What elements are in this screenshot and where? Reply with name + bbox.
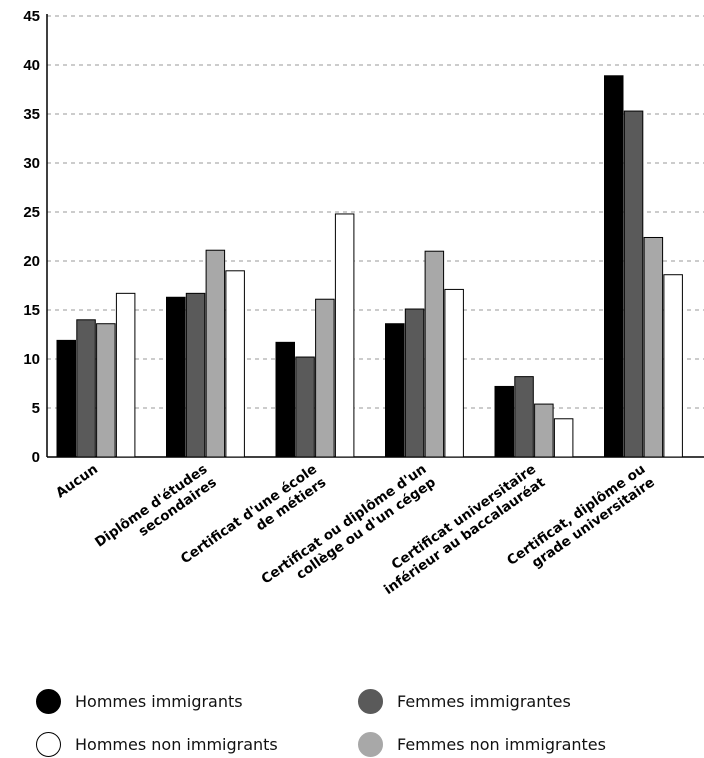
legend-swatch [358, 731, 383, 757]
y-tick-label: 15 [23, 302, 40, 319]
x-tick-label-line: grade universitaire [529, 474, 658, 571]
bar [663, 274, 683, 458]
bar [295, 356, 315, 458]
legend-item: Femmes non immigrantes [358, 730, 606, 758]
bar [534, 403, 554, 458]
bar [115, 292, 136, 458]
bar [514, 376, 534, 458]
legend: Hommes immigrants Femmes immigrantes Hom… [0, 680, 704, 757]
legend-label: Femmes non immigrantes [397, 734, 606, 754]
y-tick-label: 40 [23, 57, 40, 74]
bar [424, 250, 445, 458]
bar [96, 323, 116, 458]
bar [494, 385, 514, 458]
y-tick-label: 45 [23, 8, 40, 25]
legend-label: Femmes immigrantes [397, 691, 571, 711]
legend-item: Femmes immigrantes [358, 687, 571, 715]
y-tick-label: 10 [23, 351, 40, 368]
bar [56, 339, 76, 458]
bar [623, 110, 644, 458]
legend-swatch [358, 688, 383, 714]
bar [76, 319, 96, 458]
legend-swatch [36, 731, 61, 757]
bar [225, 270, 245, 458]
x-tick-label: Aucun [53, 461, 101, 501]
bar [334, 213, 355, 458]
y-tick-label: 35 [23, 106, 40, 123]
bar [604, 75, 624, 458]
x-tick-label-line: Aucun [53, 461, 101, 501]
bar [275, 341, 295, 458]
legend-item: Hommes immigrants [36, 687, 243, 715]
legend-swatch [36, 688, 61, 714]
y-tick-label: 30 [23, 155, 40, 172]
bar [166, 296, 186, 458]
bar [185, 292, 206, 458]
y-tick-label: 25 [23, 204, 40, 221]
bar [643, 236, 664, 458]
bar [404, 308, 425, 458]
legend-label: Hommes immigrants [75, 691, 243, 711]
y-tick-label: 20 [23, 253, 40, 270]
bar [444, 288, 464, 458]
bar [553, 418, 574, 458]
bar [205, 249, 226, 458]
bar [315, 298, 335, 458]
bar [385, 323, 405, 458]
y-tick-label: 5 [32, 400, 40, 417]
y-tick-label: 0 [32, 449, 40, 466]
legend-item: Hommes non immigrants [36, 730, 278, 758]
legend-label: Hommes non immigrants [75, 734, 278, 754]
